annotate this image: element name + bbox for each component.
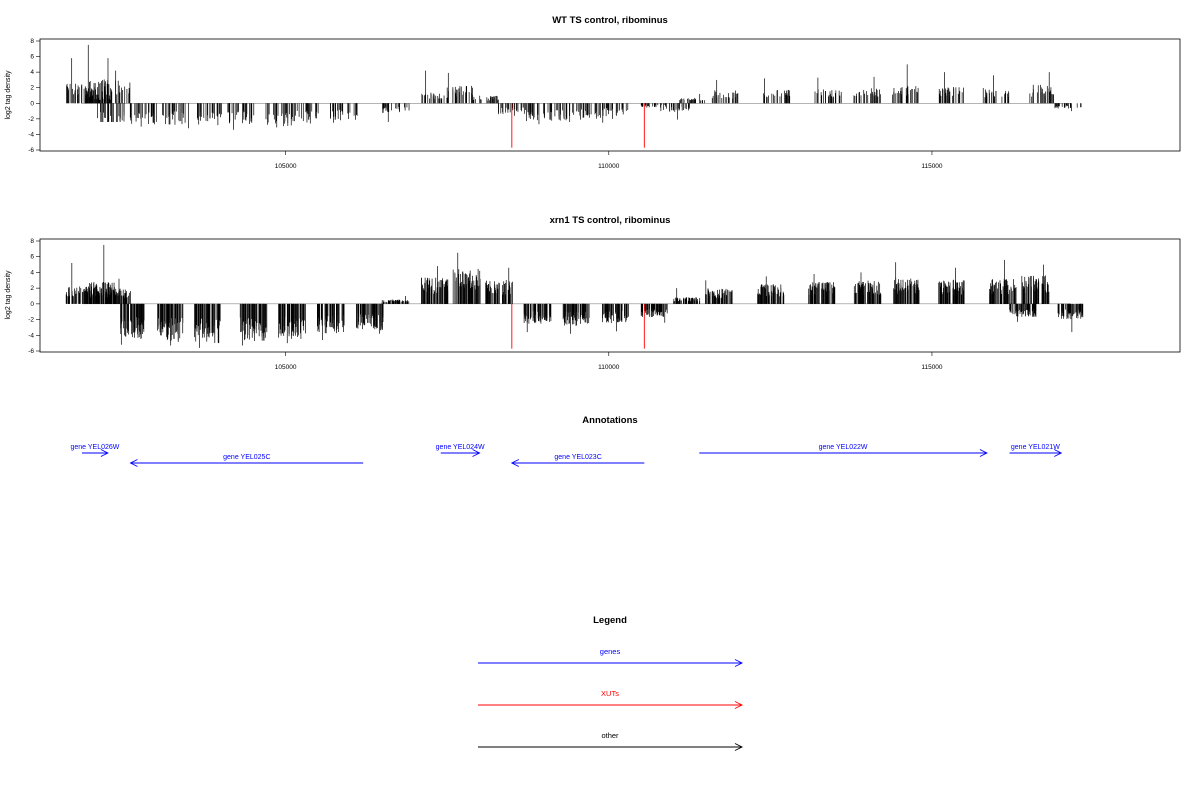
arrowhead bbox=[129, 459, 138, 467]
xrn1-plot-frame bbox=[39, 238, 1181, 353]
xrn1-bars bbox=[65, 244, 1084, 349]
legend-title: Legend bbox=[593, 615, 627, 626]
wt-bars bbox=[66, 44, 1082, 148]
legend-arrowhead bbox=[734, 743, 744, 751]
xrn1-track-title: xrn1 TS control, ribominus bbox=[550, 215, 671, 226]
annotations-title: Annotations bbox=[582, 415, 637, 426]
legend-arrowhead bbox=[734, 701, 744, 709]
y-tick-label: 8 bbox=[30, 238, 34, 245]
annotation-items: gene YEL026W gene YEL025C gene YEL024W gene… bbox=[70, 444, 1063, 467]
y-tick-label: 4 bbox=[30, 69, 34, 76]
annotation-label: gene YEL023C bbox=[554, 454, 601, 461]
annotation-label: gene YEL022W bbox=[819, 444, 868, 451]
x-tick-label: 110000 bbox=[598, 364, 620, 371]
arrowhead bbox=[979, 449, 988, 457]
y-tick-label: 6 bbox=[30, 54, 34, 61]
xrn1-y-axis-label: log2 tag density bbox=[5, 270, 12, 320]
legend-label: other bbox=[601, 731, 619, 740]
y-tick-label: 2 bbox=[30, 285, 34, 292]
legend-items: genes XUTs other bbox=[478, 647, 744, 751]
y-tick-label: 0 bbox=[30, 301, 34, 308]
xrn1-track-panel: xrn1 TS control, ribominus log2 tag dens… bbox=[5, 215, 1181, 371]
wt-track-panel: WT TS control, ribominus log2 tag densit… bbox=[5, 15, 1181, 170]
arrowhead bbox=[472, 449, 481, 457]
legend-label: genes bbox=[600, 647, 621, 656]
annotation-label: gene YEL024W bbox=[436, 444, 485, 451]
x-tick-label: 105000 bbox=[275, 364, 297, 371]
arrowhead bbox=[510, 459, 520, 467]
y-tick-label: -4 bbox=[28, 131, 34, 138]
y-tick-label: -6 bbox=[28, 147, 34, 154]
y-tick-label: 2 bbox=[30, 85, 34, 92]
y-tick-label: 8 bbox=[30, 38, 34, 45]
wt-plot-frame bbox=[39, 38, 1181, 152]
legend-panel: Legend genes XUTs other bbox=[478, 615, 744, 751]
y-tick-label: -2 bbox=[28, 116, 34, 123]
xrn1-axes: -6 -4 -2 0 2 4 6 8 105000 110000 115000 bbox=[28, 238, 943, 371]
y-tick-label: -2 bbox=[28, 317, 34, 324]
arrowhead bbox=[100, 449, 109, 457]
y-tick-label: 6 bbox=[30, 254, 34, 261]
wt-y-axis-label: log2 tag density bbox=[5, 70, 12, 120]
y-tick-label: 4 bbox=[30, 269, 34, 276]
y-tick-label: 0 bbox=[30, 100, 34, 107]
x-tick-label: 115000 bbox=[921, 364, 943, 371]
x-tick-label: 115000 bbox=[921, 163, 943, 170]
annotation-label: gene YEL021W bbox=[1011, 444, 1060, 451]
y-tick-label: -6 bbox=[28, 348, 34, 355]
annotation-label: gene YEL026W bbox=[70, 444, 119, 451]
wt-axes: -6 -4 -2 0 2 4 6 8 105000 110000 115000 bbox=[28, 38, 943, 170]
legend-label: XUTs bbox=[601, 689, 619, 698]
wt-track-title: WT TS control, ribominus bbox=[552, 15, 668, 26]
legend-arrowhead bbox=[734, 659, 744, 667]
x-tick-label: 105000 bbox=[275, 163, 297, 170]
y-tick-label: -4 bbox=[28, 332, 34, 339]
annotation-label: gene YEL025C bbox=[223, 454, 270, 461]
x-tick-label: 110000 bbox=[598, 163, 620, 170]
arrowhead bbox=[1054, 449, 1063, 457]
